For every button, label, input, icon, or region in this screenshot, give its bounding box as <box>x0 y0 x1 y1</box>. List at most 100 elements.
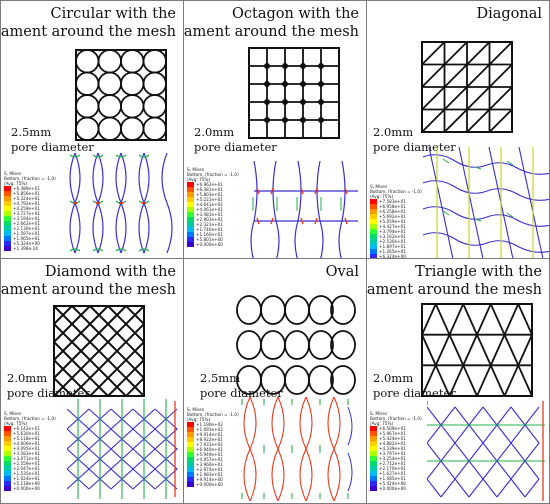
stress-contour-plot <box>67 399 178 499</box>
legend-row: +1.983e+01 <box>187 472 239 477</box>
legend-row: +5.324e+01 <box>4 196 56 201</box>
pore-text: pore diameter <box>373 140 456 154</box>
legend-swatch <box>370 481 377 486</box>
legend-value: +5.221e+01 <box>196 197 223 202</box>
legend-row: +5.221e+01 <box>187 197 239 202</box>
legend-swatch <box>187 432 194 437</box>
legend-value: +7.931e+01 <box>196 442 223 447</box>
panel-triangle: Triangle with the filament around the me… <box>366 258 550 504</box>
legend-value: +2.712e+01 <box>379 461 406 466</box>
legend-row: +1.897e+01 <box>370 244 422 249</box>
panel-diamond: Diamond with the filament around the mes… <box>0 258 184 504</box>
pore-text: pore diameter <box>194 140 277 154</box>
legend-row: +5.118e+01 <box>4 436 56 441</box>
legend-value: +1.983e+01 <box>196 472 223 477</box>
legend-row: +2.321e+01 <box>187 222 239 227</box>
legend-value: +1.265e+01 <box>379 249 406 254</box>
legend-header-line: (Avg: 75%) <box>370 194 394 199</box>
legend-swatch <box>4 446 11 451</box>
legend-swatch <box>4 461 11 466</box>
legend-row: +1.740e+01 <box>187 227 239 232</box>
legend-swatch <box>370 471 377 476</box>
legend-value: +5.801e+00 <box>196 237 223 242</box>
legend-row: +0.000e+00 <box>187 482 239 487</box>
legend-row: +6.324e+00 <box>370 254 422 258</box>
legend-row: +9.914e+01 <box>187 432 239 437</box>
legend-value: +3.966e+01 <box>196 462 223 467</box>
legend-swatch <box>370 199 377 204</box>
oval-mesh-pattern <box>236 295 356 395</box>
legend-swatch <box>370 254 377 258</box>
legend-swatch <box>187 442 194 447</box>
legend-row: +4.339e+01 <box>370 446 422 451</box>
legend-value: +5.118e+01 <box>13 436 40 441</box>
legend-header-line: (Avg: 75%) <box>187 177 211 182</box>
legend-value: +1.190e+02 <box>196 422 223 427</box>
legend-value: +9.914e+00 <box>196 477 223 482</box>
legend-row: +0.000e+00 <box>370 486 422 491</box>
legend-row: +8.922e+01 <box>187 437 239 442</box>
legend-value: +2.130e+01 <box>13 226 40 231</box>
pore-diameter-label: 2.0mm pore diameter <box>194 125 277 155</box>
pore-diameter-label: 2.0mm pore diameter <box>373 371 456 401</box>
legend-row: +5.118e+00 <box>4 481 56 486</box>
legend-value: +5.801e+01 <box>196 192 223 197</box>
legend-swatch <box>187 447 194 452</box>
legend-row: +3.797e+01 <box>370 451 422 456</box>
legend-value: +1.627e+01 <box>379 471 406 476</box>
legend-swatch <box>4 236 11 241</box>
legend-swatch <box>370 234 377 239</box>
legend-row: +2.712e+01 <box>370 461 422 466</box>
legend-value: +1.740e+01 <box>196 227 223 232</box>
panel-title: Diagonal <box>476 6 542 22</box>
legend-row: +5.424e+01 <box>370 436 422 441</box>
panel-title: Diamond with the filament around the mes… <box>0 264 176 298</box>
legend-swatch <box>187 457 194 462</box>
legend-swatch <box>187 217 194 222</box>
pore-text: pore diameter <box>200 386 283 400</box>
pore-diameter-label: 2.5mm pore diameter <box>200 371 283 401</box>
legend-value: +2.530e+01 <box>379 239 406 244</box>
legend-swatch <box>370 244 377 249</box>
stress-legend: S, Mises Bottom, (fraction = -1.0) (Avg: 7… <box>187 407 239 487</box>
pore-diameter-label: 2.0mm pore diameter <box>7 371 90 401</box>
legend-value: +2.662e+01 <box>13 221 40 226</box>
legend-row: +5.630e+01 <box>4 431 56 436</box>
stress-legend: S, Mises Bottom, (fraction = -1.0) (Avg: 7… <box>187 167 239 247</box>
pore-diameter-label: 2.5mm pore diameter <box>11 125 94 155</box>
legend-row: +4.095e+01 <box>4 446 56 451</box>
panel-diagonal: Diagonal 2.0mm pore diameter S, Mises Bot… <box>366 0 550 259</box>
legend-value: +3.071e+01 <box>13 456 40 461</box>
legend-row: +3.794e+01 <box>370 229 422 234</box>
legend-swatch <box>4 486 11 491</box>
legend-swatch <box>187 427 194 432</box>
legend-value: +6.258e+01 <box>379 209 406 214</box>
legend-value: +1.085e+01 <box>379 476 406 481</box>
legend-value: +5.967e+01 <box>379 431 406 436</box>
legend-swatch <box>4 211 11 216</box>
legend-row: +5.424e+00 <box>370 481 422 486</box>
legend-value: +5.324e+01 <box>13 196 40 201</box>
legend-swatch <box>370 224 377 229</box>
legend-swatch <box>187 242 194 247</box>
legend-row: +2.170e+01 <box>370 466 422 471</box>
legend-swatch <box>4 466 11 471</box>
legend-swatch <box>187 207 194 212</box>
legend-swatch <box>370 456 377 461</box>
legend-row: +1.085e+01 <box>370 476 422 481</box>
legend-value: +4.095e+01 <box>13 446 40 451</box>
legend-row: +3.254e+01 <box>370 456 422 461</box>
stress-contour-plot <box>423 147 549 258</box>
legend-value: +4.427e+01 <box>379 224 406 229</box>
legend-row: +1.265e+01 <box>370 249 422 254</box>
legend-swatch <box>370 431 377 436</box>
diamond-mesh-pattern <box>53 305 145 397</box>
legend-swatch <box>187 237 194 242</box>
legend-swatch <box>370 249 377 254</box>
legend-value: +4.641e+01 <box>196 202 223 207</box>
legend-row: +5.324e+00 <box>4 241 56 246</box>
legend-swatch <box>4 456 11 461</box>
legend-row: +2.974e+01 <box>187 467 239 472</box>
legend-swatch <box>370 229 377 234</box>
legend-row: +2.901e+01 <box>187 217 239 222</box>
